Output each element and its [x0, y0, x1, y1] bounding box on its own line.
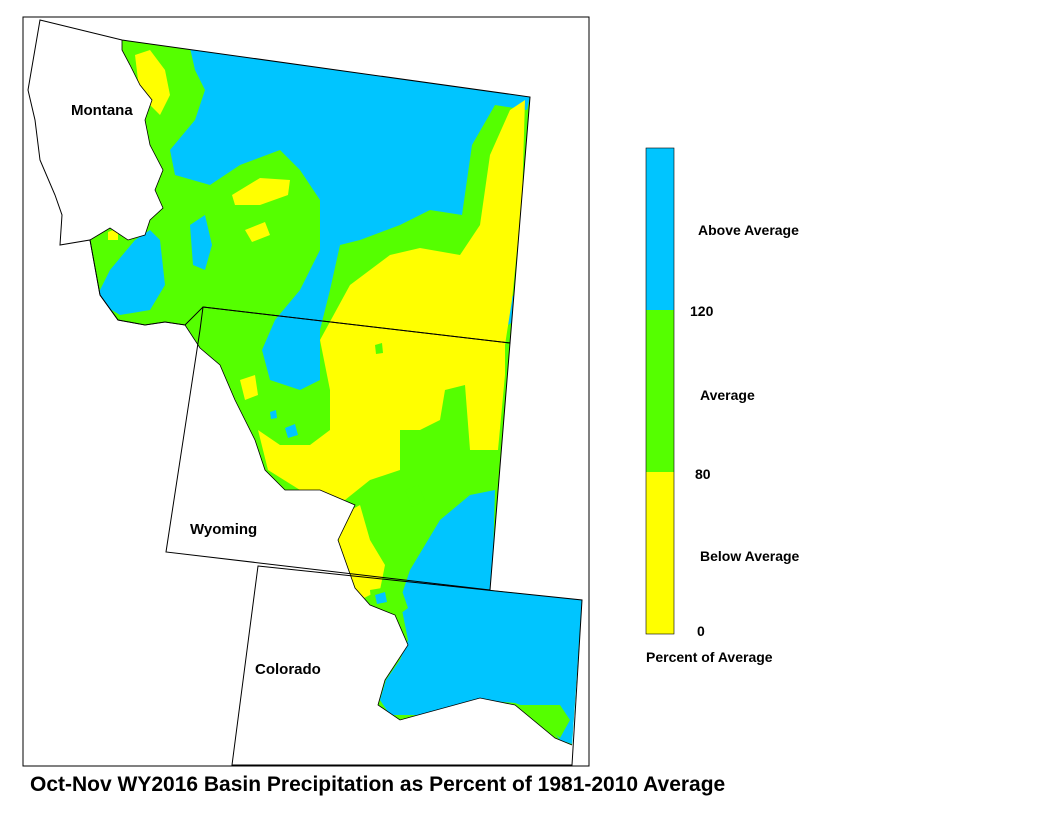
state-label-montana: Montana	[71, 102, 133, 119]
below-average-zone-spot-2	[245, 222, 270, 242]
above-average-zone-west-blob	[190, 215, 212, 270]
above-average-zone-spot-2	[270, 410, 277, 419]
average-zone-spot-2	[375, 343, 383, 354]
legend-label-below-average: Below Average	[700, 548, 800, 564]
above-average-zone-west	[95, 230, 165, 315]
above-average-zone-spot-1	[285, 424, 298, 438]
average-zone-spot-1	[405, 485, 425, 507]
legend-swatch-above-average	[646, 148, 674, 310]
colorado-boundary	[231, 565, 583, 766]
legend-label-above-average: Above Average	[698, 222, 799, 238]
state-label-wyoming: Wyoming	[190, 521, 257, 538]
average-zone-spot-4	[520, 705, 570, 738]
legend: Above Average Average Below Average 120 …	[645, 147, 800, 665]
legend-swatch-below-average	[646, 472, 674, 634]
legend-break-80: 80	[695, 466, 711, 482]
above-average-zone-south	[380, 490, 582, 745]
legend-swatch-average	[646, 310, 674, 472]
legend-bar-outline	[645, 147, 675, 635]
below-average-zone-spot-3	[240, 375, 258, 400]
basin-outline	[89, 40, 573, 746]
below-average-zone-spot-1	[232, 178, 290, 205]
state-label-colorado: Colorado	[255, 661, 321, 678]
above-average-zone-north	[170, 48, 530, 390]
legend-break-120: 120	[690, 303, 714, 319]
legend-caption: Percent of Average	[646, 649, 773, 665]
below-average-zone-west	[135, 50, 170, 115]
legend-break-0: 0	[697, 623, 705, 639]
montana-boundary	[27, 19, 531, 344]
wyoming-boundary	[165, 306, 511, 591]
legend-label-average: Average	[700, 387, 755, 403]
below-average-zone-central	[258, 100, 525, 500]
map-title: Oct-Nov WY2016 Basin Precipitation as Pe…	[30, 773, 726, 796]
above-average-zone-spot-3	[375, 592, 387, 604]
